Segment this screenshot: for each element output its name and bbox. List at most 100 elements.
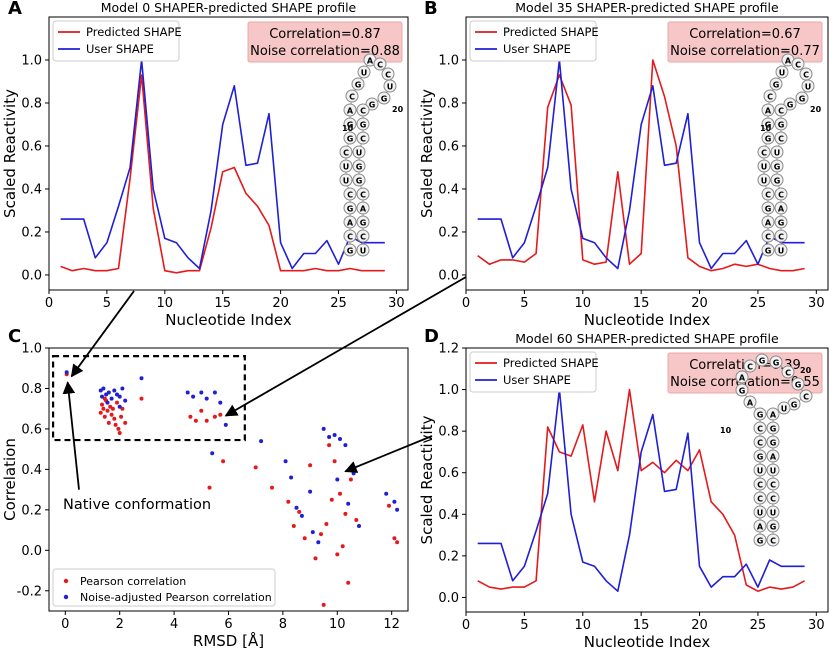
- scatter-point-noise-adjusted: [117, 404, 122, 409]
- nucleotide-circle: [775, 65, 789, 79]
- x-tick-label: 0: [45, 296, 53, 311]
- panel-label-c: C: [8, 326, 21, 347]
- chart-title: Model 0 SHAPER-predicted SHAPE profile: [101, 0, 357, 15]
- nucleotide-letter: C: [377, 61, 383, 70]
- nucleotide-letter: C: [343, 149, 349, 158]
- nucleotide-circle: [339, 145, 353, 159]
- nucleotide-letter: A: [770, 453, 777, 462]
- legend-label: Predicted SHAPE: [503, 356, 599, 370]
- x-tick-label: 0: [61, 617, 69, 632]
- nucleotide-circle: [769, 77, 783, 91]
- nucleotide-letter: G: [778, 219, 785, 228]
- nucleotide-circle: [753, 491, 767, 505]
- scatter-point-pearson: [343, 511, 348, 516]
- scatter-point-pearson: [112, 416, 117, 421]
- nucleotide-letter: G: [765, 205, 772, 214]
- nucleotide-letter: A: [367, 57, 374, 66]
- nucleotide-circle: [753, 463, 767, 477]
- scatter-point-pearson: [102, 396, 107, 401]
- legend-frame: [469, 20, 597, 62]
- scatter-point-noise-adjusted: [332, 433, 337, 437]
- nucleotide-letter: A: [347, 107, 354, 116]
- nucleotide-letter: A: [739, 374, 746, 383]
- nucleotide-circle: [791, 57, 805, 71]
- scatter-point-pearson: [253, 465, 258, 470]
- x-tick-label: 25: [750, 296, 767, 311]
- scatter-point-pearson: [105, 408, 110, 413]
- panel-label-d: D: [424, 326, 439, 347]
- scatter-point-pearson: [207, 485, 212, 490]
- arrow-native: [62, 381, 80, 490]
- y-tick-label: 1.0: [438, 383, 459, 398]
- nucleotide-circle: [766, 533, 780, 547]
- y-tick-label: 0.6: [438, 139, 459, 154]
- nucleotide-letter: G: [369, 101, 376, 110]
- nucleotide-circle: [766, 463, 780, 477]
- nucleotide-letter: C: [770, 495, 776, 504]
- nucleotide-letter: C: [765, 233, 771, 242]
- nucleotide-circle: [774, 229, 788, 243]
- nucleotide-letter: C: [360, 135, 366, 144]
- x-tick-label: 15: [633, 296, 650, 311]
- x-tick-label: 0: [462, 618, 470, 633]
- series-line-predicted: [477, 59, 805, 272]
- scatter-point-pearson: [212, 414, 217, 419]
- nucleotide-circle: [761, 103, 775, 117]
- nucleotide-letter: G: [759, 357, 766, 366]
- nucleotide-letter: G: [795, 381, 802, 390]
- scatter-point-noise-adjusted: [191, 394, 196, 399]
- nucleotide-letter: C: [765, 191, 771, 200]
- scatter-point-pearson: [308, 463, 313, 468]
- nucleotide-circle: [356, 187, 370, 201]
- nucleotide-letter: C: [347, 233, 353, 242]
- nucleotide-circle: [761, 201, 775, 215]
- scatter-point-noise-adjusted: [310, 530, 315, 535]
- nucleotide-circle: [753, 449, 767, 463]
- nucleotide-circle: [753, 407, 767, 421]
- scatter-point-noise-adjusted: [299, 513, 304, 518]
- nucleotide-circle: [753, 519, 767, 533]
- series-line-user: [477, 388, 805, 593]
- nucleotide-circle: [774, 117, 788, 131]
- legend-frame: [469, 351, 597, 393]
- x-tick-label: 6: [224, 617, 232, 632]
- nucleotide-circle: [356, 215, 370, 229]
- scatter-point-noise-adjusted: [64, 370, 69, 375]
- x-tick-label: 5: [103, 296, 111, 311]
- selection-box: [51, 354, 246, 442]
- nucleotide-circle: [761, 229, 775, 243]
- nucleotide-letter: C: [757, 425, 763, 434]
- x-tick-label: 20: [272, 296, 289, 311]
- scatter-point-noise-adjusted: [395, 507, 400, 512]
- nucleotide-letter: A: [747, 399, 754, 408]
- scatter-point-pearson: [324, 522, 329, 526]
- y-tick-label: 0.0: [21, 268, 42, 283]
- nucleotide-circle: [766, 477, 780, 491]
- y-axis-label: Scaled Reactivity: [418, 89, 436, 218]
- chart-title: Model 60 SHAPER-predicted SHAPE profile: [515, 331, 779, 346]
- legend: Pearson correlation Noise-adjusted Pearso…: [52, 568, 276, 607]
- scatter-point-pearson: [270, 485, 274, 490]
- nucleotide-letter: C: [778, 107, 784, 116]
- scatter-point-noise-adjusted: [308, 489, 313, 494]
- y-tick-label: 0.6: [21, 139, 42, 154]
- scatter-point-noise-adjusted: [106, 390, 111, 395]
- scatter-point-noise-adjusted: [392, 499, 397, 504]
- nucleotide-letter: G: [765, 135, 772, 144]
- scatter-point-pearson: [204, 418, 209, 423]
- x-tick-label: 30: [808, 618, 825, 633]
- scatter-point-pearson: [348, 477, 353, 482]
- scatter-point-pearson: [392, 536, 397, 541]
- plot-frame: [465, 16, 829, 291]
- nucleotide-circle: [343, 131, 357, 145]
- y-tick-label: 1.0: [21, 53, 42, 68]
- annotation-text: Noise correlation=0.77: [670, 44, 820, 59]
- panel-label-b: B: [424, 0, 438, 19]
- scatter-point-noise-adjusted: [139, 376, 144, 381]
- scatter-point-pearson: [199, 408, 204, 413]
- nucleotide-letter: C: [757, 495, 763, 504]
- nucleotide-circle: [766, 421, 780, 435]
- nucleotide-circle: [343, 187, 357, 201]
